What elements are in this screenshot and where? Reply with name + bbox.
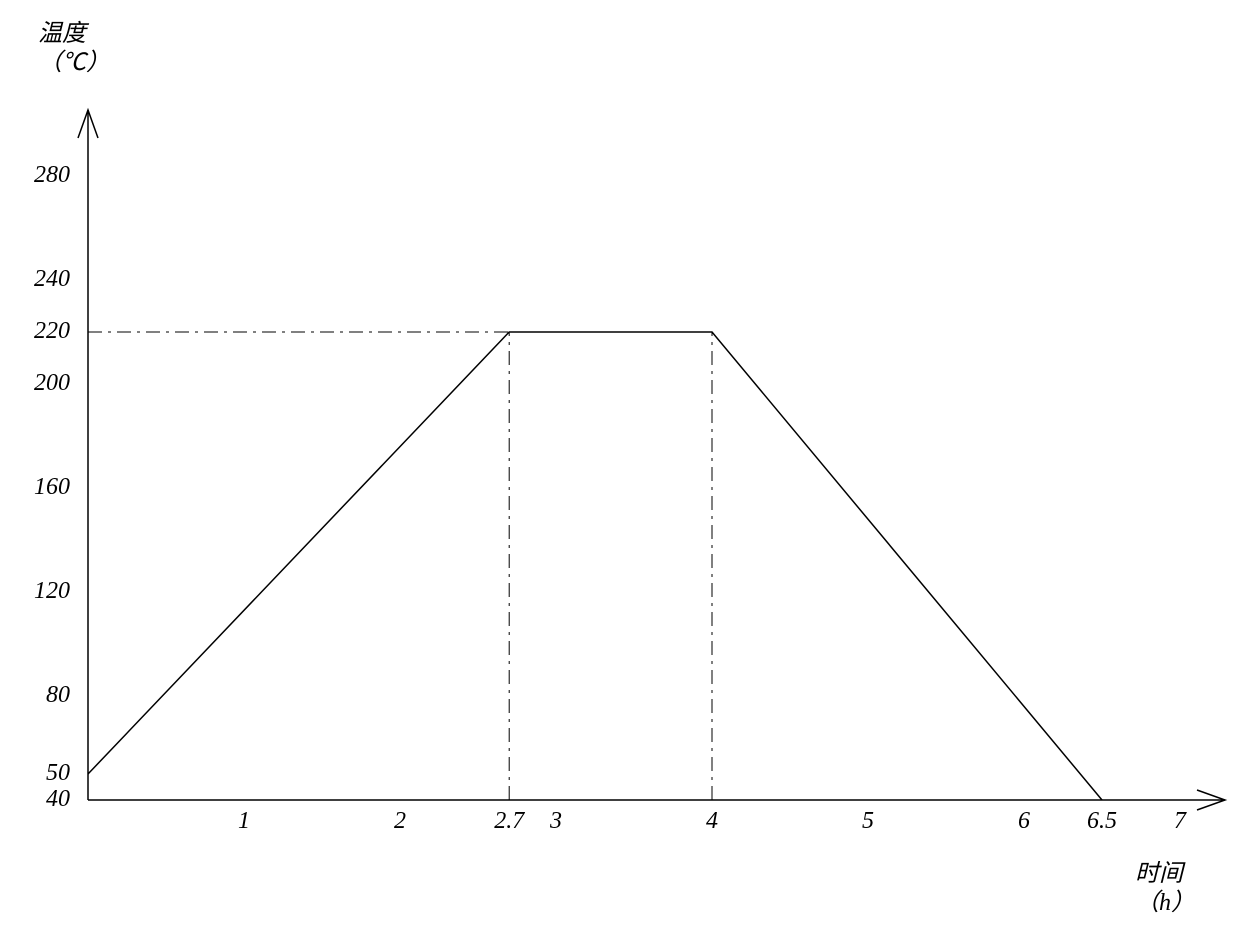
x-tick-2: 2 — [370, 808, 430, 835]
x-axis-title: 时间 （h） — [1135, 860, 1195, 918]
y-axis-title-line1: 温度 — [38, 20, 110, 49]
y-tick-80: 80 — [46, 682, 70, 709]
x-tick-5: 5 — [838, 808, 898, 835]
y-tick-160: 160 — [34, 474, 70, 501]
y-tick-120: 120 — [34, 578, 70, 605]
x-axis-title-line2: （h） — [1135, 889, 1195, 918]
chart-svg — [0, 0, 1240, 947]
y-axis-title-line2: （℃） — [38, 49, 110, 78]
temperature-time-chart: 温度 （℃） 时间 （h） 4050 80 120 160 200 220 240 280 1 2… — [0, 0, 1240, 947]
x-tick-3: 3 — [526, 808, 586, 835]
y-axis-title: 温度 （℃） — [38, 20, 110, 78]
x-tick-6: 6 — [994, 808, 1054, 835]
x-tick-4: 4 — [682, 808, 742, 835]
y-tick-50: 50 — [46, 760, 70, 787]
x-axis-title-line1: 时间 — [1135, 860, 1195, 889]
y-tick-220: 220 — [34, 318, 70, 345]
y-tick-280: 280 — [34, 162, 70, 189]
y-tick-40: 40 — [46, 786, 70, 813]
y-tick-200: 200 — [34, 370, 70, 397]
x-tick-6.5: 6.5 — [1072, 808, 1132, 835]
x-tick-1: 1 — [214, 808, 274, 835]
y-tick-240: 240 — [34, 266, 70, 293]
x-tick-7: 7 — [1150, 808, 1210, 835]
